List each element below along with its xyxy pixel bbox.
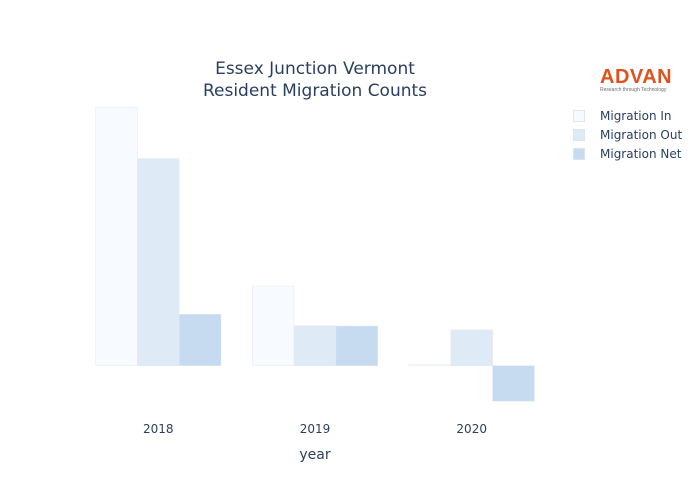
legend-label-migration-in: Migration In [600, 108, 672, 123]
advan-logo: ADVAN Research through Technology [600, 67, 680, 94]
bar-migration-out-2018[interactable] [137, 158, 180, 367]
x-axis-title: year [299, 447, 331, 463]
legend-label-migration-net: Migration Net [600, 146, 682, 161]
bar-migration-in-2019[interactable] [252, 285, 295, 366]
x-tick-label-2019: 2019 [300, 422, 331, 436]
chart-title-line-1: Essex Junction Vermont [215, 59, 415, 79]
legend-item-migration-out[interactable]: Migration Out [573, 125, 693, 144]
x-tick-label-2018: 2018 [143, 422, 174, 436]
legend-swatch-migration-net [573, 147, 585, 160]
legend: Migration In Migration Out Migration Net [573, 106, 693, 163]
bar-migration-net-2019[interactable] [335, 325, 378, 366]
legend-item-migration-in[interactable]: Migration In [573, 106, 693, 125]
legend-swatch-migration-out [573, 128, 585, 141]
legend-item-migration-net[interactable]: Migration Net [573, 144, 693, 163]
bar-migration-out-2020[interactable] [450, 329, 493, 366]
chart-title-line-2: Resident Migration Counts [202, 81, 428, 101]
advan-logo-name: ADVAN [600, 66, 673, 88]
bar-migration-in-2020[interactable] [408, 364, 452, 367]
chart-title: Essex Junction Vermont Resident Migratio… [115, 58, 515, 102]
bar-migration-in-2018[interactable] [95, 106, 138, 366]
bar-migration-out-2019[interactable] [293, 325, 337, 366]
legend-label-migration-out: Migration Out [600, 127, 683, 142]
x-tick-label-2020: 2020 [456, 422, 487, 436]
bar-migration-net-2020[interactable] [492, 365, 535, 402]
legend-swatch-migration-in [573, 109, 585, 122]
bar-migration-net-2018[interactable] [178, 314, 222, 366]
advan-logo-tagline: Research through Technology [600, 87, 667, 93]
